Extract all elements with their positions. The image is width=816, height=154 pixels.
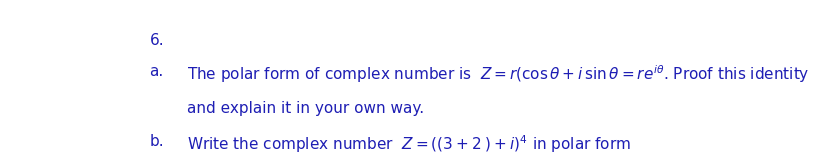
Text: and explain it in your own way.: and explain it in your own way. bbox=[188, 101, 424, 116]
Text: a.: a. bbox=[149, 64, 164, 79]
Text: Write the complex number  $Z = ((3+2\;)+i)^{4}$ in polar form: Write the complex number $Z = ((3+2\;)+i… bbox=[188, 134, 632, 154]
Text: b.: b. bbox=[149, 134, 164, 148]
Text: The polar form of complex number is  $Z = r(\cos\theta + i\,\sin\theta = re^{i\t: The polar form of complex number is $Z =… bbox=[188, 64, 810, 85]
Text: 6.: 6. bbox=[149, 33, 164, 48]
